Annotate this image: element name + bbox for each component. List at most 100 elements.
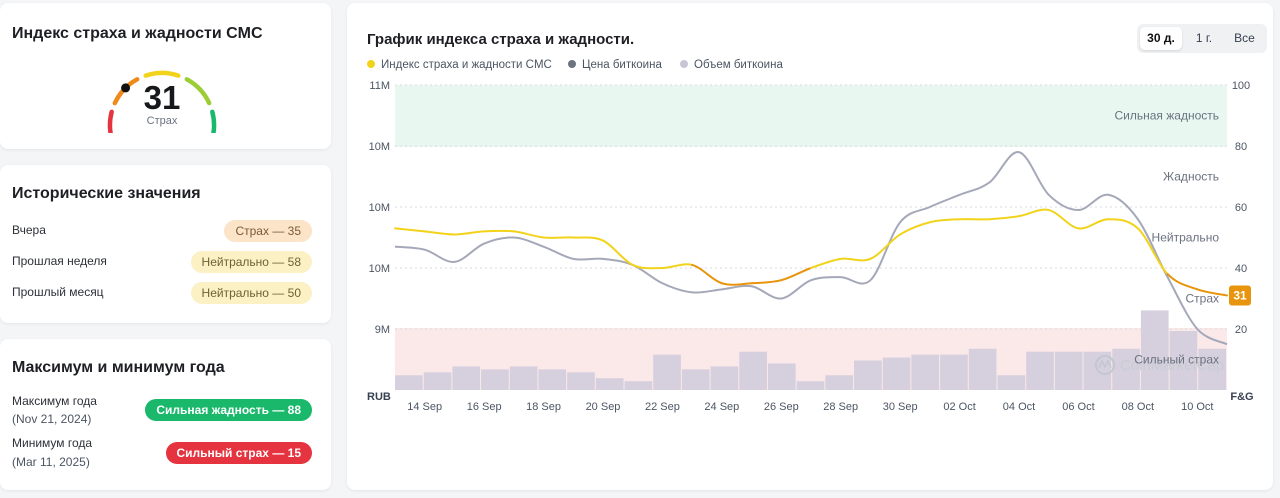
fear-greed-line-segment	[750, 279, 783, 285]
legend-label: Цена биткоина	[582, 59, 662, 71]
volume-bar	[567, 372, 595, 390]
x-tick-label: 16 Sep	[467, 401, 502, 413]
yearly-min-date: (Mar 11, 2025)	[12, 455, 90, 469]
zone-label: Сильный страх	[1134, 353, 1219, 367]
history-yesterday-badge: Страх — 35	[224, 220, 312, 242]
range-tab-1y[interactable]: 1 г.	[1195, 31, 1213, 45]
gauge-segment	[143, 70, 181, 78]
yearly-min-label: Минимум года	[12, 436, 93, 450]
volume-bar	[1112, 348, 1140, 390]
yearly-max-badge: Сильная жадность — 88	[145, 399, 312, 421]
volume-bar	[1198, 348, 1226, 390]
current-value-badge: 31	[1229, 285, 1251, 306]
volume-bar	[452, 366, 481, 390]
right-axis-label: F&G	[1230, 391, 1253, 403]
x-tick-label: 10 Oct	[1181, 401, 1213, 413]
left-tick-label: 10M	[369, 263, 390, 275]
legend-item-fear-greed[interactable]: Индекс страха и жадности CMC	[367, 59, 552, 71]
fear-greed-line-segment	[1077, 218, 1110, 230]
x-tick-label: 04 Oct	[1003, 401, 1035, 413]
fear-greed-line-segment	[483, 229, 515, 233]
volume-bar	[968, 348, 997, 390]
watermark-text: CoinMarketCap	[1120, 357, 1224, 374]
zone-label: Жадность	[1163, 170, 1219, 184]
fear-greed-line-segment	[988, 215, 1020, 221]
range-tab-30d[interactable]: 30 д.	[1140, 27, 1182, 50]
gauge-needle-dot	[121, 83, 131, 93]
fear-greed-line-segment	[780, 267, 812, 282]
zone-extreme-greed	[395, 85, 1227, 147]
left-tick-label: 10M	[369, 202, 390, 214]
fear-greed-line-segment	[691, 263, 723, 285]
fear-greed-chart: CoinMarketCap Сильная жадность Жадность Не…	[367, 80, 1254, 413]
volume-bar	[481, 369, 509, 390]
left-tick-label: 11M	[369, 80, 390, 92]
volume-bar	[1169, 331, 1198, 390]
volume-bar	[395, 375, 423, 390]
gauge-label: Страх	[146, 115, 178, 127]
x-tick-label: 08 Oct	[1122, 401, 1154, 413]
fear-greed-line-segment	[631, 263, 664, 270]
volume-bar	[1026, 351, 1054, 390]
yearly-card: Максимум и минимум года Максимум года (N…	[0, 339, 331, 490]
volume-bar	[796, 381, 825, 390]
history-title: Исторические значения	[12, 185, 201, 202]
right-tick-label: 40	[1235, 263, 1247, 275]
volume-bar	[509, 366, 538, 390]
volume-bar	[940, 354, 968, 390]
fear-greed-line-segment	[720, 282, 753, 286]
x-tick-label: 24 Sep	[704, 401, 739, 413]
fear-greed-line-segment	[839, 257, 872, 262]
fear-greed-line-segment	[394, 227, 426, 233]
legend-label: Индекс страха и жадности CMC	[381, 59, 552, 71]
fear-greed-line-segment	[572, 236, 604, 242]
right-tick-label: 20	[1235, 324, 1247, 336]
range-tab-all[interactable]: Все	[1234, 31, 1255, 45]
left-tick-label: 9M	[375, 324, 390, 336]
gauge-segment	[210, 109, 217, 133]
fear-greed-line-segment	[1018, 208, 1050, 218]
history-last-week-badge: Нейтрально — 58	[190, 251, 312, 273]
zone-label: Сильная жадность	[1114, 109, 1219, 123]
volume-bar	[681, 369, 710, 390]
x-tick-label: 28 Sep	[823, 401, 858, 413]
yearly-min-badge: Сильный страх — 15	[165, 442, 312, 464]
volume-bar	[1054, 351, 1083, 390]
fear-greed-line-segment	[869, 233, 902, 260]
volume-bar	[595, 378, 624, 390]
gauge-segment	[184, 77, 212, 106]
volume-bar	[997, 375, 1026, 390]
legend-item-btc-volume[interactable]: Объем биткоина	[680, 59, 783, 71]
volume-bar	[911, 354, 940, 390]
x-tick-label: 30 Sep	[883, 401, 918, 413]
left-tick-label: 10M	[369, 141, 390, 153]
gauge-card: Индекс страха и жадности CMC 31 Страх	[0, 3, 331, 149]
volume-bar	[653, 354, 681, 390]
history-yesterday-label: Вчера	[12, 223, 46, 237]
gauge-segment	[107, 109, 114, 133]
x-tick-label: 26 Sep	[764, 401, 799, 413]
yearly-title: Максимум и минимум года	[12, 359, 225, 376]
x-tick-label: 14 Sep	[407, 401, 442, 413]
gauge-dial	[107, 70, 217, 133]
volume-bar	[767, 363, 796, 390]
yearly-max-label: Максимум года	[12, 394, 97, 408]
legend-label: Объем биткоина	[694, 59, 783, 71]
fear-greed-line-segment	[928, 218, 961, 224]
volume-bar	[854, 360, 882, 390]
legend-dot-icon	[367, 59, 375, 68]
legend-item-btc-price[interactable]: Цена биткоина	[568, 59, 662, 71]
btc-price-line	[394, 151, 1228, 346]
x-tick-label: 22 Sep	[645, 401, 680, 413]
right-tick-label: 100	[1232, 80, 1250, 92]
yearly-max-date: (Nov 21, 2024)	[12, 412, 92, 426]
fear-greed-line-segment	[1196, 288, 1228, 297]
x-tick-label: 20 Sep	[586, 401, 621, 413]
history-last-month-label: Прошлый месяц	[12, 285, 104, 299]
fear-greed-line-segment	[1047, 209, 1080, 230]
history-card: Исторические значения Вчера Страх — 35 П…	[0, 165, 331, 323]
fear-greed-line-segment	[810, 257, 842, 269]
fear-greed-line-segment	[1136, 227, 1169, 276]
legend-dot-icon	[568, 59, 576, 68]
volume-bar	[1140, 310, 1169, 390]
